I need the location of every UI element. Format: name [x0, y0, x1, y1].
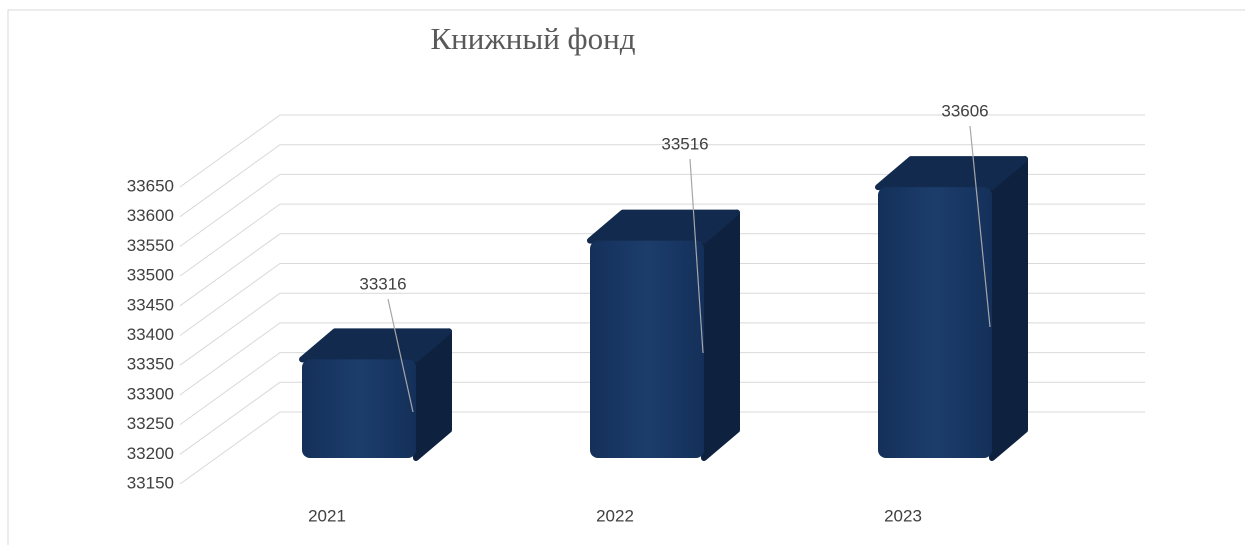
y-tick-label: 33650 — [127, 176, 174, 195]
grid-line — [179, 322, 1145, 396]
y-tick-label: 33250 — [127, 414, 174, 433]
y-tick-label: 33400 — [127, 325, 174, 344]
grid-line — [179, 144, 1145, 218]
data-label: 33606 — [941, 101, 988, 120]
y-tick-label: 33350 — [127, 355, 174, 374]
grid-line — [179, 114, 1145, 188]
bar — [878, 187, 992, 459]
grid-line — [179, 352, 1145, 426]
x-tick-label: 2022 — [596, 506, 634, 525]
chart-border — [7, 9, 1245, 545]
data-label: 33316 — [359, 274, 406, 293]
bar — [590, 240, 704, 458]
y-tick-label: 33200 — [127, 444, 174, 463]
bar-side — [701, 209, 740, 461]
grid-line — [179, 173, 1145, 247]
y-tick-label: 33600 — [127, 206, 174, 225]
chart-title: Книжный фонд — [431, 21, 636, 56]
bar — [302, 359, 416, 458]
y-tick-label: 33450 — [127, 295, 174, 314]
grid-line — [179, 233, 1145, 307]
y-tick-label: 33300 — [127, 384, 174, 403]
grid-line — [179, 292, 1145, 366]
grid-line — [179, 263, 1145, 336]
y-tick-label: 33500 — [127, 266, 174, 285]
leader-line — [689, 158, 704, 354]
y-tick-label: 33550 — [127, 236, 174, 255]
x-tick-label: 2021 — [308, 506, 346, 525]
x-tick-label: 2023 — [884, 506, 922, 525]
y-tick-label: 33150 — [127, 473, 174, 492]
bar-side — [989, 156, 1028, 461]
leader-line — [969, 125, 991, 328]
leader-line — [387, 298, 414, 413]
grid-line — [179, 411, 1145, 485]
data-label: 33516 — [661, 134, 708, 153]
grid-line — [179, 381, 1145, 455]
grid-line — [179, 203, 1145, 277]
